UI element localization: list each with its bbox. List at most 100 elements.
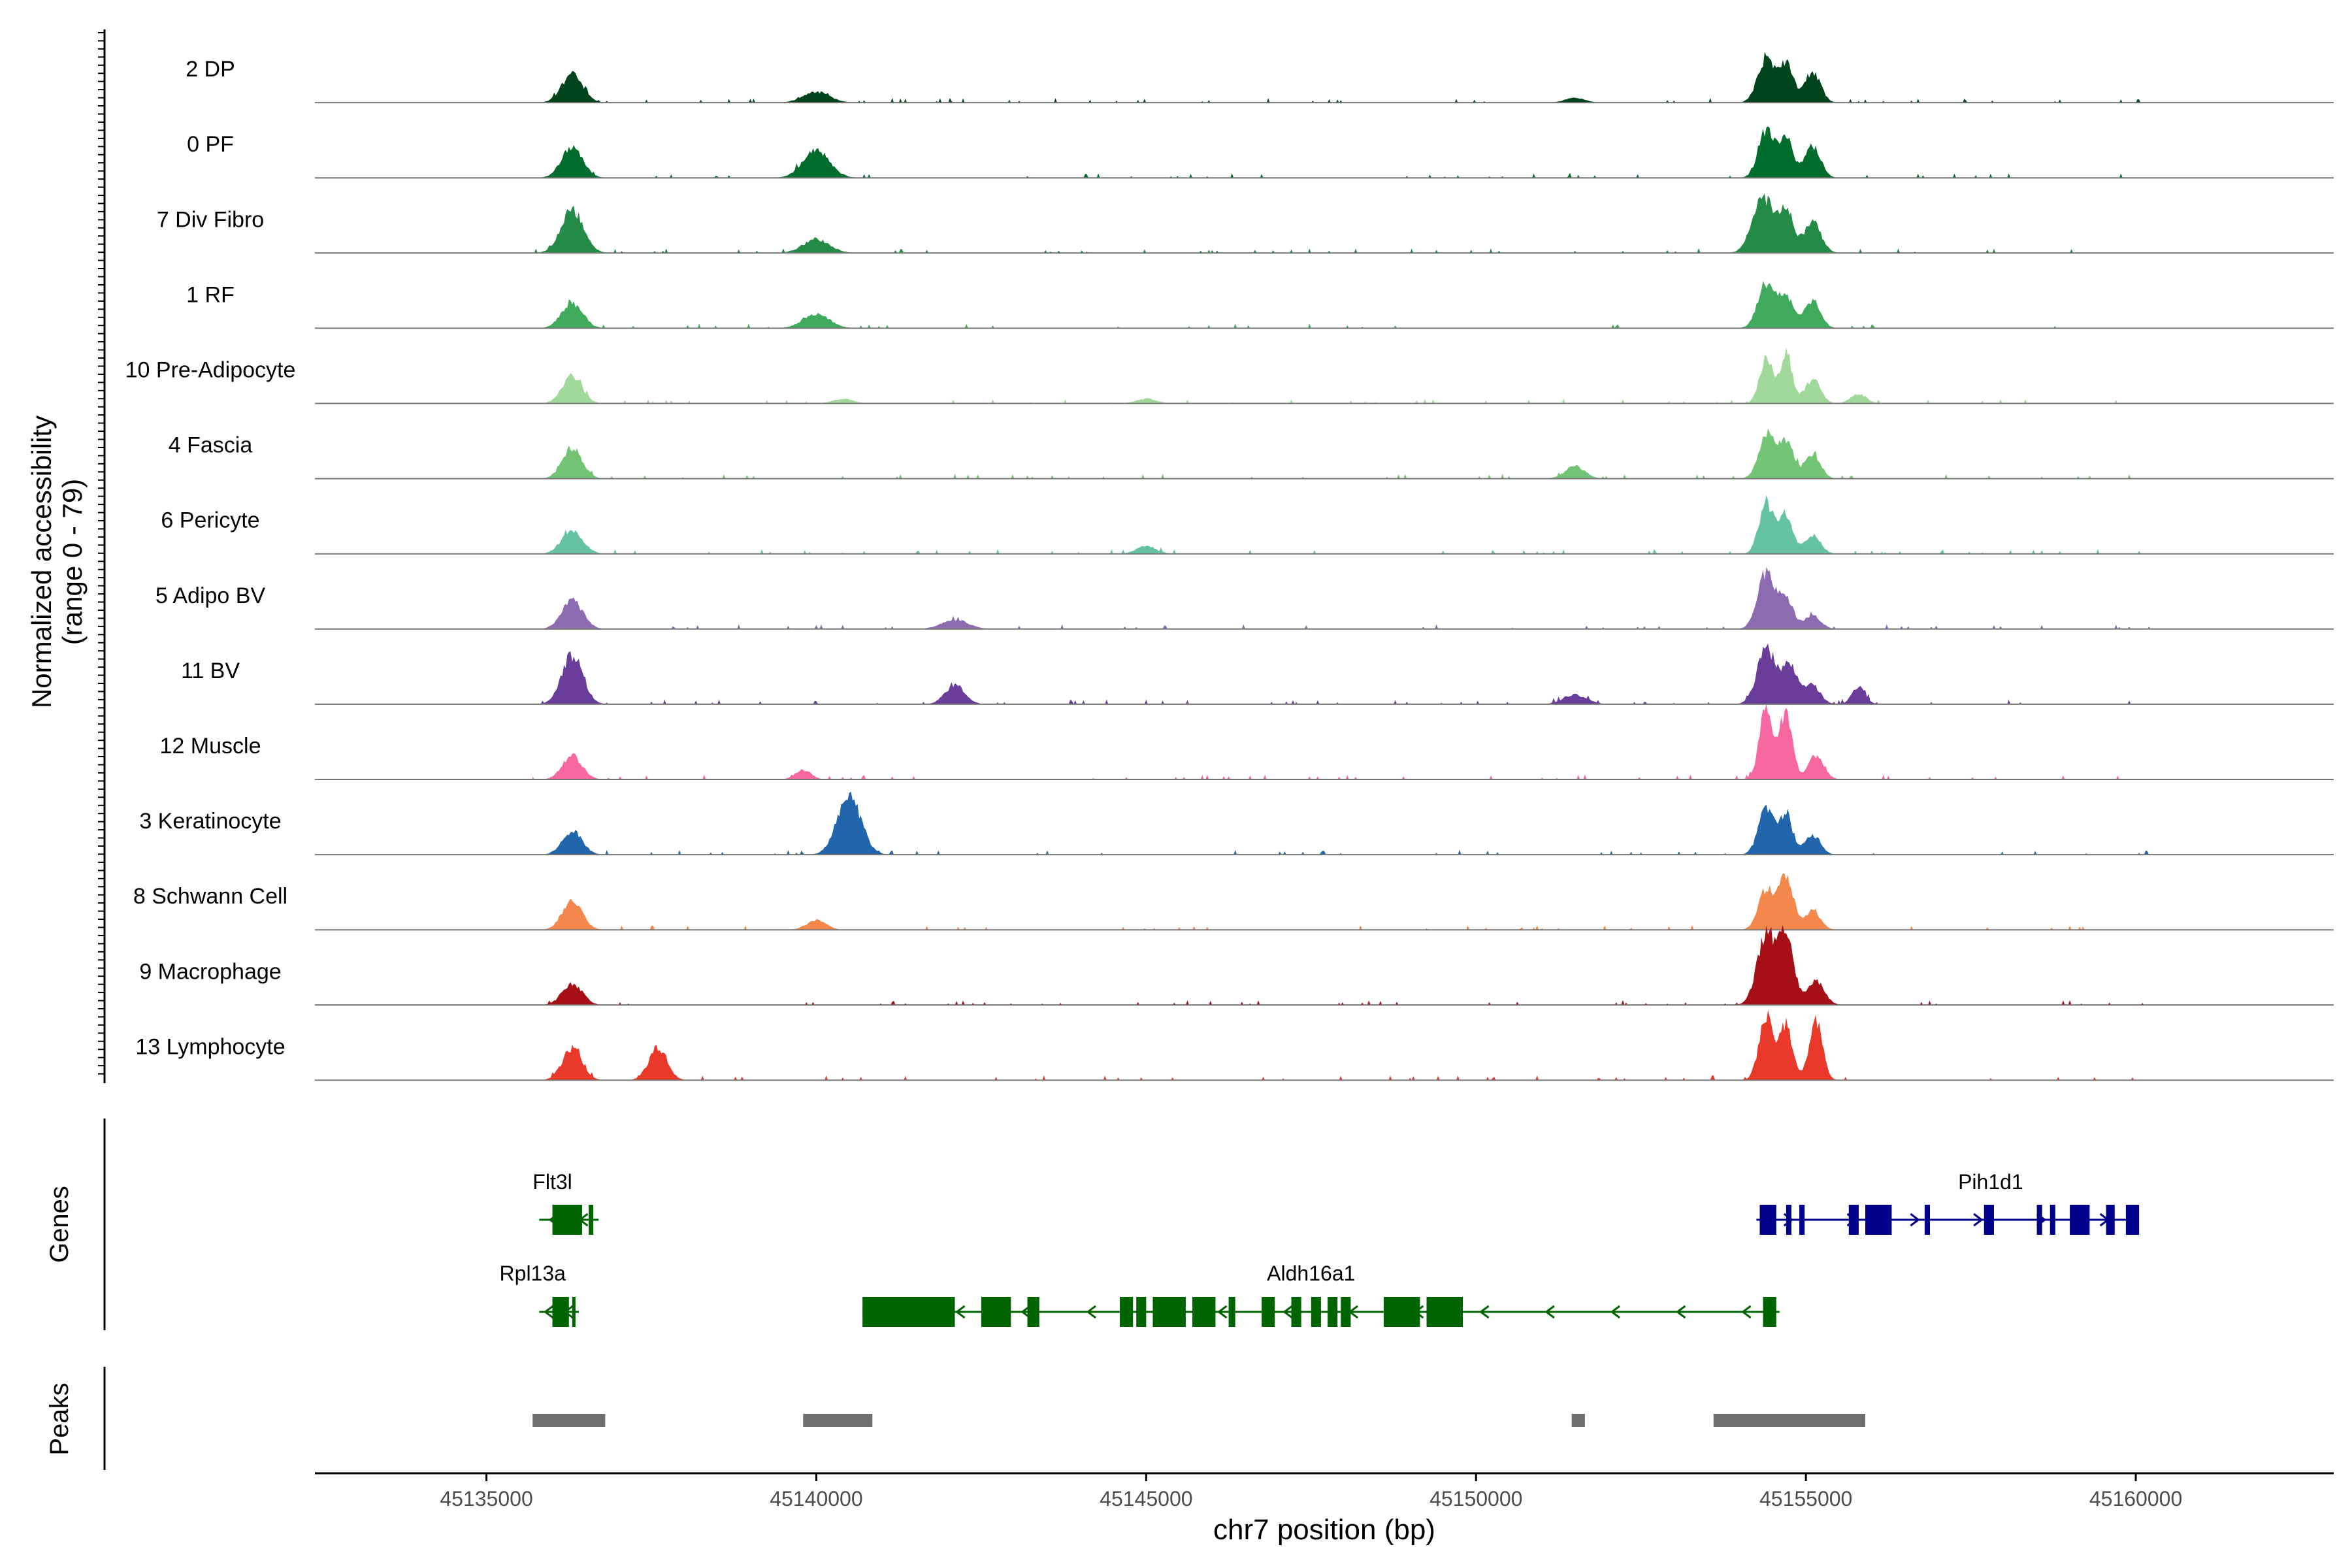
track-10: 12 Muscle xyxy=(160,704,2334,780)
exon xyxy=(572,1297,576,1327)
track-label: 3 Keratinocyte xyxy=(139,809,281,834)
strand-arrow xyxy=(1479,1305,1490,1319)
exon xyxy=(1119,1297,1134,1327)
track-13: 9 Macrophage xyxy=(139,924,2334,1006)
coverage-tracks: 2 DP 0 PF 7 Div Fibro 1 RF 10 Pre-Adipocyte 4… xyxy=(125,52,2334,1081)
exon xyxy=(1763,1297,1776,1327)
genes-panel-label: Genes xyxy=(45,1186,74,1263)
exon xyxy=(1136,1297,1147,1327)
track-label: 4 Fascia xyxy=(169,433,253,458)
track-3: 7 Div Fibro xyxy=(157,193,2334,254)
coverage-area xyxy=(532,791,2156,855)
exon xyxy=(1262,1297,1275,1327)
track-label: 0 PF xyxy=(187,132,234,157)
track-label: 12 Muscle xyxy=(160,734,261,759)
track-6: 4 Fascia xyxy=(169,428,2334,480)
gene-rpl13a: Rpl13a xyxy=(500,1262,579,1327)
y-axis-ticks xyxy=(98,32,105,1075)
track-label: 8 Schwann Cell xyxy=(133,884,287,909)
gene-models: Flt3l Rpl13a Aldh16a1 Pih1d1 xyxy=(500,1170,2140,1327)
track-label: 6 Pericyte xyxy=(161,508,259,533)
track-7: 6 Pericyte xyxy=(161,495,2334,555)
y-axis-label-line2: (range 0 - 79) xyxy=(57,479,88,645)
coverage-area xyxy=(532,924,2156,1005)
exon xyxy=(2106,1205,2115,1235)
exon xyxy=(1848,1205,1859,1235)
track-11: 3 Keratinocyte xyxy=(139,791,2334,856)
exon xyxy=(1426,1297,1463,1327)
coverage-area xyxy=(532,1010,2156,1081)
track-4: 1 RF xyxy=(186,281,2334,329)
accessibility-axis: Normalized accessibility (range 0 - 79) xyxy=(26,29,106,1083)
track-label: 11 BV xyxy=(181,659,240,683)
track-label: 9 Macrophage xyxy=(139,959,281,984)
coverage-area xyxy=(532,566,2156,629)
strand-arrow xyxy=(1675,1305,1686,1319)
exon xyxy=(1865,1205,1892,1235)
x-tick-label: 45145000 xyxy=(1100,1487,1192,1511)
y-axis-label-line1: Normalized accessibility xyxy=(26,416,57,708)
exon xyxy=(981,1297,1011,1327)
exon xyxy=(1291,1297,1301,1327)
exon xyxy=(1027,1297,1039,1327)
genes-panel: Genes Flt3l Rpl13a Aldh16a1 Pih1d1 xyxy=(45,1119,2140,1330)
x-axis-label: chr7 position (bp) xyxy=(1213,1514,1435,1546)
gene-label: Pih1d1 xyxy=(1958,1170,2023,1194)
coverage-area xyxy=(532,348,2156,404)
peak-region xyxy=(1571,1414,1585,1427)
exon xyxy=(2036,1205,2042,1235)
track-8: 5 Adipo BV xyxy=(155,566,2334,630)
peak-region xyxy=(803,1414,873,1427)
track-label: 2 DP xyxy=(186,57,235,82)
gene-label: Flt3l xyxy=(532,1170,572,1194)
peak-regions xyxy=(532,1414,1866,1427)
exon xyxy=(1383,1297,1420,1327)
exon xyxy=(552,1297,569,1327)
exon xyxy=(2125,1205,2140,1235)
gene-flt3l: Flt3l xyxy=(532,1170,599,1235)
exon xyxy=(589,1205,594,1235)
track-label: 13 Lymphocyte xyxy=(135,1034,285,1059)
exon xyxy=(1328,1297,1338,1327)
strand-arrow xyxy=(1217,1305,1228,1319)
exon xyxy=(1984,1205,1994,1235)
coverage-area xyxy=(532,873,2156,930)
coverage-area xyxy=(532,193,2156,253)
exon xyxy=(1786,1205,1791,1235)
track-label: 1 RF xyxy=(186,282,235,307)
track-9: 11 BV xyxy=(181,643,2334,705)
exon xyxy=(2050,1205,2055,1235)
exon xyxy=(1341,1297,1351,1327)
exon xyxy=(1924,1205,1930,1235)
coverage-area xyxy=(532,281,2156,329)
exon xyxy=(2070,1205,2090,1235)
coverage-area xyxy=(532,126,2156,178)
strand-arrow xyxy=(1086,1305,1096,1319)
exon xyxy=(1799,1205,1805,1235)
exon xyxy=(862,1297,955,1327)
exon xyxy=(1311,1297,1321,1327)
coverage-area xyxy=(532,704,2156,779)
strand-arrow xyxy=(1544,1305,1555,1319)
peak-region xyxy=(532,1414,606,1427)
strand-arrow xyxy=(1973,1213,1984,1227)
gene-aldh16a1: Aldh16a1 xyxy=(862,1262,1780,1327)
track-label: 5 Adipo BV xyxy=(155,583,266,608)
coverage-area xyxy=(532,428,2156,479)
exon xyxy=(1228,1297,1235,1327)
exon xyxy=(1192,1297,1216,1327)
strand-arrow xyxy=(955,1305,966,1319)
track-5: 10 Pre-Adipocyte xyxy=(125,348,2334,404)
exon xyxy=(1152,1297,1186,1327)
x-axis: 45135000 45140000 45145000 45150000 45155000… xyxy=(315,1472,2334,1546)
peaks-panel-label: Peaks xyxy=(45,1382,74,1455)
strand-arrow xyxy=(1741,1305,1752,1319)
x-tick-label: 45140000 xyxy=(770,1487,862,1511)
peak-region xyxy=(1713,1414,1866,1427)
gene-label: Rpl13a xyxy=(500,1262,566,1285)
strand-arrow xyxy=(1282,1305,1293,1319)
track-14: 13 Lymphocyte xyxy=(135,1010,2334,1081)
gene-pih1d1: Pih1d1 xyxy=(1756,1170,2140,1235)
x-tick-label: 45155000 xyxy=(1759,1487,1852,1511)
